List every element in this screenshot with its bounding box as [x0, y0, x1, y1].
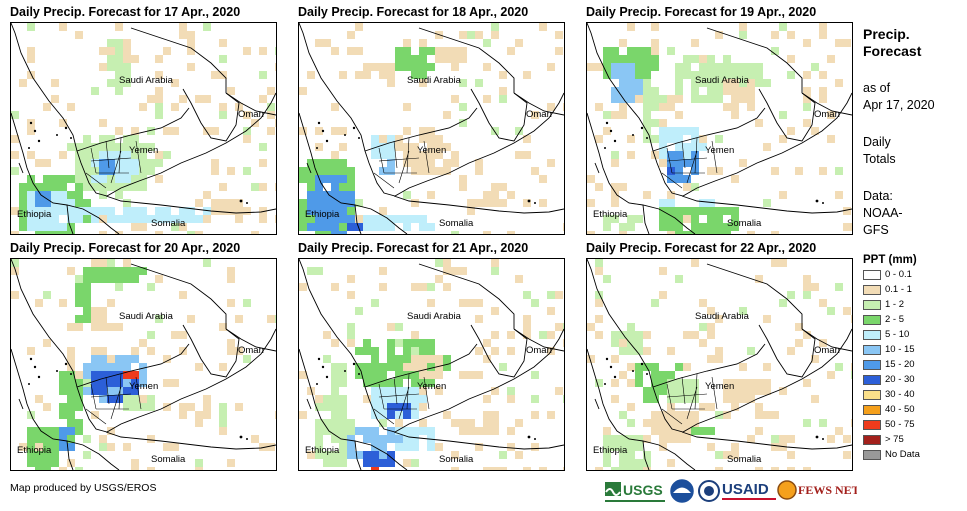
- credit-text: Map produced by USGS/EROS: [10, 482, 157, 494]
- map-label-ethiopia: Ethiopia: [17, 445, 52, 456]
- legend-label: 1 - 2: [885, 299, 905, 310]
- data-line-3: GFS: [863, 223, 889, 237]
- precip-map: Saudi Arabia Oman Yemen Ethiopia Somalia: [298, 258, 565, 471]
- daily-totals-text: Daily Totals: [863, 134, 896, 168]
- usgs-logo: USGS: [605, 482, 665, 502]
- usgs-wordmark: USGS: [623, 482, 663, 498]
- panel-title: Daily Precip. Forecast for 19 Apr., 2020: [586, 5, 817, 19]
- map-label-yemen: Yemen: [129, 381, 159, 392]
- legend-swatch: [863, 270, 881, 280]
- legend-swatch: [863, 450, 881, 460]
- map-label-somalia: Somalia: [439, 454, 474, 465]
- legend-swatch: [863, 300, 881, 310]
- precip-map: Saudi Arabia Oman Yemen Ethiopia Somalia: [298, 22, 565, 235]
- legend-swatch: [863, 405, 881, 415]
- legend-label: 50 - 75: [885, 419, 915, 430]
- legend-swatch: [863, 285, 881, 295]
- fews-net-logo: FEWS NET: [777, 480, 857, 500]
- map-label-ethiopia: Ethiopia: [593, 445, 628, 456]
- legend-label: 20 - 30: [885, 374, 915, 385]
- map-label-ethiopia: Ethiopia: [17, 209, 52, 220]
- forecast-panel: Daily Precip. Forecast for 19 Apr., 2020…: [586, 5, 854, 235]
- legend-label: 2 - 5: [885, 314, 905, 325]
- panel-title: Daily Precip. Forecast for 22 Apr., 2020: [586, 241, 817, 255]
- map-label-ethiopia: Ethiopia: [305, 209, 340, 220]
- map-label-somalia: Somalia: [151, 454, 186, 465]
- map-label-oman: Oman: [526, 109, 552, 120]
- forecast-panel: Daily Precip. Forecast for 17 Apr., 2020…: [10, 5, 278, 235]
- legend-swatch: [863, 375, 881, 385]
- map-label-somalia: Somalia: [727, 218, 762, 229]
- legend-label: 5 - 10: [885, 329, 910, 340]
- legend-label: 0 - 0.1: [885, 269, 912, 280]
- legend-swatch: [863, 435, 881, 445]
- data-line-2: NOAA-: [863, 206, 903, 220]
- map-label-saudi: Saudi Arabia: [407, 311, 461, 322]
- precip-map: Saudi Arabia Oman Yemen Ethiopia Somalia: [586, 22, 853, 235]
- map-label-yemen: Yemen: [417, 145, 447, 156]
- map-label-saudi: Saudi Arabia: [695, 311, 749, 322]
- forecast-panel: Daily Precip. Forecast for 22 Apr., 2020…: [586, 241, 854, 471]
- map-label-saudi: Saudi Arabia: [119, 311, 173, 322]
- map-label-ethiopia: Ethiopia: [305, 445, 340, 456]
- legend-label: 15 - 20: [885, 359, 915, 370]
- panel-title: Daily Precip. Forecast for 18 Apr., 2020: [298, 5, 529, 19]
- noaa-logo: [670, 479, 694, 503]
- map-label-oman: Oman: [814, 109, 840, 120]
- map-label-saudi: Saudi Arabia: [407, 75, 461, 86]
- legend-swatch: [863, 315, 881, 325]
- map-label-oman: Oman: [238, 345, 264, 356]
- map-label-oman: Oman: [814, 345, 840, 356]
- title-line-1: Precip.: [863, 26, 910, 42]
- as-of-line-1: as of: [863, 81, 891, 95]
- panel-title: Daily Precip. Forecast for 17 Apr., 2020: [10, 5, 241, 19]
- legend-title: PPT (mm): [863, 254, 917, 266]
- legend-swatch: [863, 390, 881, 400]
- precip-map: Saudi Arabia Oman Yemen Ethiopia Somalia: [10, 22, 277, 235]
- legend-label: > 75: [885, 434, 904, 445]
- map-label-saudi: Saudi Arabia: [119, 75, 173, 86]
- legend-label: 40 - 50: [885, 404, 915, 415]
- usaid-wordmark: USAID: [722, 481, 769, 498]
- usaid-logo: USAID: [722, 481, 776, 500]
- legend-swatch: [863, 420, 881, 430]
- forecast-panel: Daily Precip. Forecast for 20 Apr., 2020…: [10, 241, 278, 471]
- panel-title: Daily Precip. Forecast for 20 Apr., 2020: [10, 241, 241, 255]
- data-source-text: Data: NOAA- GFS: [863, 188, 903, 239]
- data-line-1: Data:: [863, 189, 893, 203]
- daily-line-2: Totals: [863, 152, 896, 166]
- map-label-somalia: Somalia: [439, 218, 474, 229]
- map-label-somalia: Somalia: [727, 454, 762, 465]
- legend-label: No Data: [885, 449, 920, 460]
- map-label-ethiopia: Ethiopia: [593, 209, 628, 220]
- as-of-date: Apr 17, 2020: [863, 98, 935, 112]
- legend-swatch: [863, 345, 881, 355]
- forecast-panel: Daily Precip. Forecast for 21 Apr., 2020…: [298, 241, 566, 471]
- legend-swatch: [863, 360, 881, 370]
- legend-label: 0.1 - 1: [885, 284, 912, 295]
- title-line-2: Forecast: [863, 43, 922, 59]
- map-label-yemen: Yemen: [129, 145, 159, 156]
- legend-swatch: [863, 330, 881, 340]
- legend-label: 10 - 15: [885, 344, 915, 355]
- sidebar-title: Precip. Forecast: [863, 26, 921, 60]
- legend-label: 30 - 40: [885, 389, 915, 400]
- map-label-oman: Oman: [526, 345, 552, 356]
- map-label-yemen: Yemen: [705, 145, 735, 156]
- fews-net-wordmark: FEWS NET: [798, 483, 857, 497]
- panel-title: Daily Precip. Forecast for 21 Apr., 2020: [298, 241, 529, 255]
- state-dept-seal-icon: [698, 480, 720, 502]
- forecast-panel: Daily Precip. Forecast for 18 Apr., 2020…: [298, 5, 566, 235]
- daily-line-1: Daily: [863, 135, 891, 149]
- precip-map: Saudi Arabia Oman Yemen Ethiopia Somalia: [586, 258, 853, 471]
- map-label-oman: Oman: [238, 109, 264, 120]
- map-label-yemen: Yemen: [417, 381, 447, 392]
- precip-map: Saudi Arabia Oman Yemen Ethiopia Somalia: [10, 258, 277, 471]
- map-label-saudi: Saudi Arabia: [695, 75, 749, 86]
- map-label-somalia: Somalia: [151, 218, 186, 229]
- map-label-yemen: Yemen: [705, 381, 735, 392]
- as-of-text: as of Apr 17, 2020: [863, 80, 935, 114]
